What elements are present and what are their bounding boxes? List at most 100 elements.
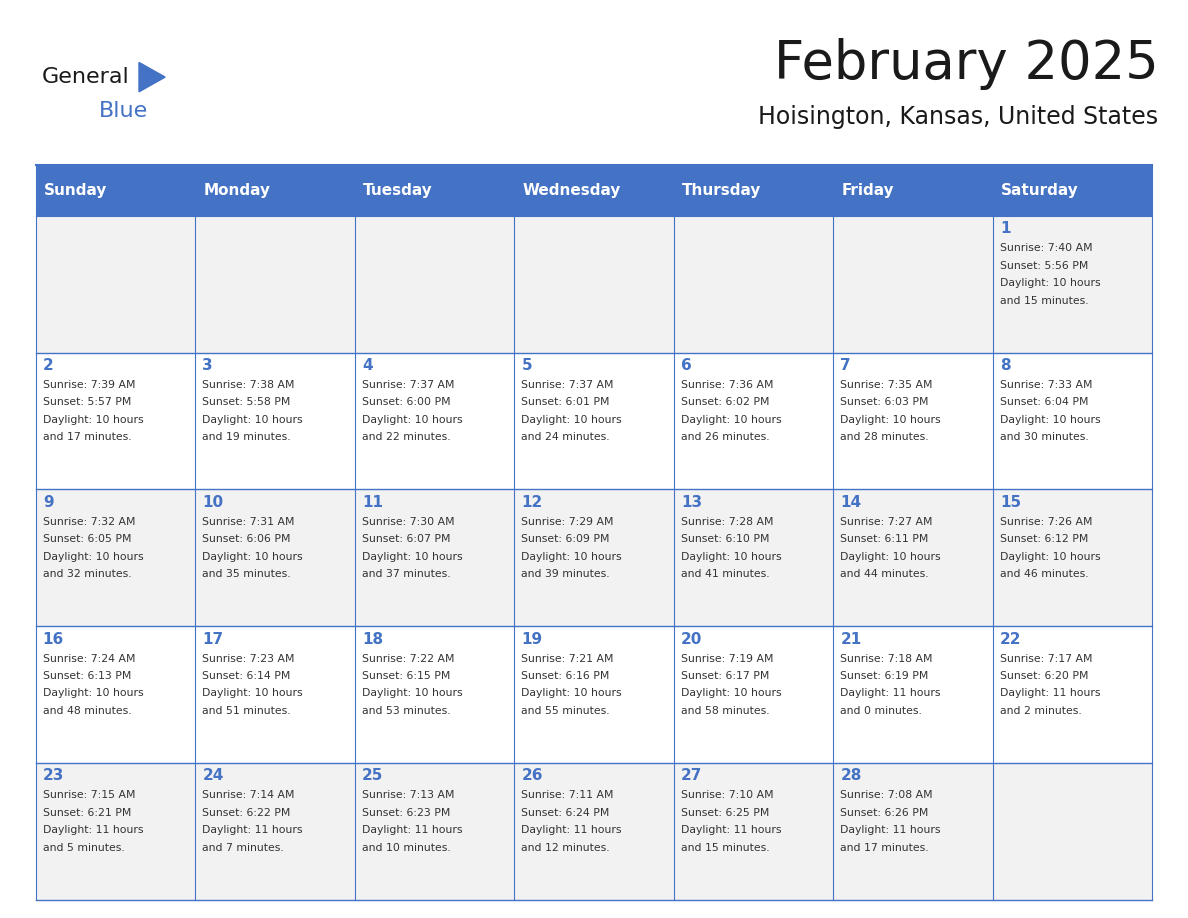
Text: Daylight: 10 hours: Daylight: 10 hours	[43, 688, 144, 699]
Text: Daylight: 11 hours: Daylight: 11 hours	[43, 825, 144, 835]
Bar	[514, 165, 674, 216]
Text: and 41 minutes.: and 41 minutes.	[681, 569, 770, 579]
Text: Sunrise: 7:18 AM: Sunrise: 7:18 AM	[840, 654, 933, 664]
Text: 6: 6	[681, 358, 691, 373]
Text: and 26 minutes.: and 26 minutes.	[681, 432, 770, 442]
Text: 4: 4	[362, 358, 373, 373]
Text: and 44 minutes.: and 44 minutes.	[840, 569, 929, 579]
Text: Sunrise: 7:17 AM: Sunrise: 7:17 AM	[1000, 654, 1093, 664]
Text: and 12 minutes.: and 12 minutes.	[522, 843, 609, 853]
Text: Friday: Friday	[841, 183, 895, 198]
Text: and 55 minutes.: and 55 minutes.	[522, 706, 609, 716]
Bar	[993, 763, 1152, 900]
Text: Sunrise: 7:21 AM: Sunrise: 7:21 AM	[522, 654, 614, 664]
Bar	[674, 489, 833, 626]
Text: Sunset: 6:24 PM: Sunset: 6:24 PM	[522, 808, 609, 818]
Text: Sunrise: 7:33 AM: Sunrise: 7:33 AM	[1000, 380, 1093, 390]
Bar	[833, 216, 993, 353]
Bar	[674, 353, 833, 489]
Text: Sunrise: 7:13 AM: Sunrise: 7:13 AM	[362, 790, 454, 800]
Bar	[993, 165, 1152, 216]
Text: Sunrise: 7:14 AM: Sunrise: 7:14 AM	[202, 790, 295, 800]
Text: Sunrise: 7:29 AM: Sunrise: 7:29 AM	[522, 517, 614, 527]
Text: 16: 16	[43, 632, 64, 646]
Bar	[993, 216, 1152, 353]
Text: February 2025: February 2025	[773, 39, 1158, 90]
Text: Sunset: 6:19 PM: Sunset: 6:19 PM	[840, 671, 929, 681]
Text: 8: 8	[1000, 358, 1011, 373]
Bar	[514, 489, 674, 626]
Bar	[195, 489, 355, 626]
Text: Sunrise: 7:27 AM: Sunrise: 7:27 AM	[840, 517, 933, 527]
Bar	[833, 489, 993, 626]
Text: Wednesday: Wednesday	[523, 183, 621, 198]
Text: and 48 minutes.: and 48 minutes.	[43, 706, 132, 716]
Text: 23: 23	[43, 768, 64, 783]
Text: Sunrise: 7:37 AM: Sunrise: 7:37 AM	[522, 380, 614, 390]
Text: and 58 minutes.: and 58 minutes.	[681, 706, 770, 716]
Text: and 10 minutes.: and 10 minutes.	[362, 843, 450, 853]
Text: Sunset: 6:09 PM: Sunset: 6:09 PM	[522, 534, 609, 544]
Text: Sunset: 6:02 PM: Sunset: 6:02 PM	[681, 397, 770, 408]
Text: and 17 minutes.: and 17 minutes.	[840, 843, 929, 853]
Text: Sunrise: 7:10 AM: Sunrise: 7:10 AM	[681, 790, 773, 800]
Text: Sunset: 6:01 PM: Sunset: 6:01 PM	[522, 397, 609, 408]
Bar	[833, 626, 993, 763]
Text: Sunrise: 7:11 AM: Sunrise: 7:11 AM	[522, 790, 614, 800]
Text: 25: 25	[362, 768, 384, 783]
Text: Sunset: 6:04 PM: Sunset: 6:04 PM	[1000, 397, 1088, 408]
Text: Sunrise: 7:15 AM: Sunrise: 7:15 AM	[43, 790, 135, 800]
Text: 13: 13	[681, 495, 702, 509]
Text: and 24 minutes.: and 24 minutes.	[522, 432, 609, 442]
Text: Sunset: 6:25 PM: Sunset: 6:25 PM	[681, 808, 770, 818]
Bar	[36, 353, 195, 489]
Text: Monday: Monday	[203, 183, 271, 198]
Text: and 46 minutes.: and 46 minutes.	[1000, 569, 1088, 579]
Text: 3: 3	[202, 358, 213, 373]
Text: Sunrise: 7:30 AM: Sunrise: 7:30 AM	[362, 517, 455, 527]
Text: Sunrise: 7:26 AM: Sunrise: 7:26 AM	[1000, 517, 1093, 527]
Text: 15: 15	[1000, 495, 1020, 509]
Text: 22: 22	[1000, 632, 1022, 646]
Text: Sunrise: 7:37 AM: Sunrise: 7:37 AM	[362, 380, 454, 390]
Bar	[355, 353, 514, 489]
Text: and 30 minutes.: and 30 minutes.	[1000, 432, 1088, 442]
Bar	[355, 626, 514, 763]
Text: 1: 1	[1000, 221, 1011, 236]
Text: Sunrise: 7:19 AM: Sunrise: 7:19 AM	[681, 654, 773, 664]
Text: 17: 17	[202, 632, 223, 646]
Text: Sunset: 6:17 PM: Sunset: 6:17 PM	[681, 671, 770, 681]
Text: and 28 minutes.: and 28 minutes.	[840, 432, 929, 442]
Text: Sunrise: 7:08 AM: Sunrise: 7:08 AM	[840, 790, 933, 800]
Text: Hoisington, Kansas, United States: Hoisington, Kansas, United States	[758, 105, 1158, 129]
Text: Daylight: 11 hours: Daylight: 11 hours	[202, 825, 303, 835]
Text: Sunset: 6:16 PM: Sunset: 6:16 PM	[522, 671, 609, 681]
Text: General: General	[42, 67, 129, 87]
Text: 26: 26	[522, 768, 543, 783]
Text: Sunset: 6:14 PM: Sunset: 6:14 PM	[202, 671, 291, 681]
Bar	[993, 489, 1152, 626]
Text: and 39 minutes.: and 39 minutes.	[522, 569, 609, 579]
Text: Sunrise: 7:40 AM: Sunrise: 7:40 AM	[1000, 243, 1093, 253]
Text: 2: 2	[43, 358, 53, 373]
Text: Sunset: 6:26 PM: Sunset: 6:26 PM	[840, 808, 929, 818]
Text: Sunset: 6:22 PM: Sunset: 6:22 PM	[202, 808, 291, 818]
Text: 21: 21	[840, 632, 861, 646]
Text: Sunset: 6:23 PM: Sunset: 6:23 PM	[362, 808, 450, 818]
Text: Sunset: 6:10 PM: Sunset: 6:10 PM	[681, 534, 770, 544]
Text: Daylight: 10 hours: Daylight: 10 hours	[840, 552, 941, 562]
Text: Daylight: 10 hours: Daylight: 10 hours	[681, 688, 782, 699]
Text: Daylight: 10 hours: Daylight: 10 hours	[681, 415, 782, 425]
Text: and 32 minutes.: and 32 minutes.	[43, 569, 132, 579]
Text: 5: 5	[522, 358, 532, 373]
Text: and 22 minutes.: and 22 minutes.	[362, 432, 450, 442]
Text: Sunrise: 7:23 AM: Sunrise: 7:23 AM	[202, 654, 295, 664]
Bar	[195, 353, 355, 489]
Text: Daylight: 10 hours: Daylight: 10 hours	[202, 552, 303, 562]
Text: 18: 18	[362, 632, 383, 646]
Text: and 51 minutes.: and 51 minutes.	[202, 706, 291, 716]
Bar	[514, 216, 674, 353]
Text: 19: 19	[522, 632, 543, 646]
Bar	[355, 489, 514, 626]
Text: 28: 28	[840, 768, 861, 783]
